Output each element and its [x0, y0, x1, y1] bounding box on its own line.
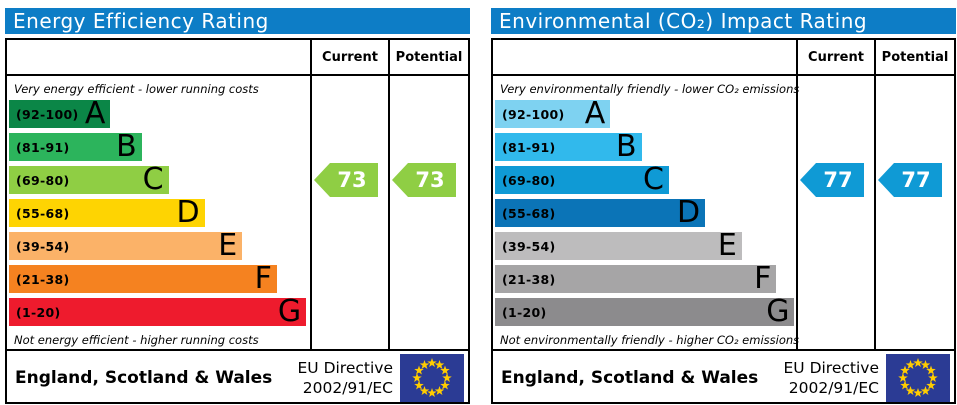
potential-rating-value: 73: [415, 168, 445, 192]
band-row-d: (55-68) D: [9, 195, 205, 230]
band-row-e: (39-54) E: [495, 228, 742, 263]
band-range-label: (69-80): [16, 172, 70, 188]
band-row-g: (1-20) G: [9, 294, 307, 329]
band-letter: B: [615, 129, 637, 164]
current-rating-arrow: 77: [800, 163, 864, 197]
region-label: England, Scotland & Wales: [15, 368, 273, 388]
band-row-b: (81-91) B: [495, 129, 642, 164]
potential-rating-arrow: 77: [878, 163, 942, 197]
current-rating-value: 73: [337, 168, 367, 192]
table-footer: England, Scotland & Wales EU Directive 2…: [493, 349, 954, 405]
band-row-c: (69-80) C: [9, 162, 169, 197]
eu-directive-line2: 2002/91/EC: [788, 379, 879, 397]
band-range-label: (81-91): [16, 139, 70, 155]
panel-title: Energy Efficiency Rating: [5, 8, 470, 34]
region-label: England, Scotland & Wales: [501, 368, 759, 388]
band-letter: F: [254, 261, 272, 296]
current-column-header: Current: [798, 40, 876, 74]
band-row-g: (1-20) G: [495, 294, 795, 329]
current-value-cell: 77: [798, 76, 876, 349]
band-range-label: (39-54): [502, 238, 556, 254]
potential-rating-arrow: 73: [392, 163, 456, 197]
eu-flag-icon: [400, 354, 464, 402]
eu-flag-icon: [886, 354, 950, 402]
potential-value-cell: 73: [390, 76, 468, 349]
band-row-f: (21-38) F: [9, 261, 277, 296]
current-rating-arrow: 73: [314, 163, 378, 197]
band-row-c: (69-80) C: [495, 162, 669, 197]
current-rating-value: 77: [823, 168, 853, 192]
band-range-label: (21-38): [16, 271, 70, 287]
top-note: Very environmentally friendly - lower CO…: [500, 82, 800, 96]
eu-directive-text: EU Directive 2002/91/EC: [298, 358, 394, 398]
band-row-b: (81-91) B: [9, 129, 142, 164]
band-range-label: (69-80): [502, 172, 556, 188]
rating-body: Very energy efficient - lower running co…: [7, 76, 468, 349]
top-note: Very energy efficient - lower running co…: [14, 82, 259, 96]
current-value-cell: 73: [312, 76, 390, 349]
eu-directive-text: EU Directive 2002/91/EC: [784, 358, 880, 398]
band-letter: E: [717, 228, 737, 263]
band-range-label: (55-68): [16, 205, 70, 221]
band-letter: E: [218, 228, 238, 263]
band-letter: F: [754, 261, 772, 296]
band-list: (92-100) A (81-91) B (69-80) C: [495, 96, 796, 331]
band-letter: A: [584, 96, 606, 131]
band-list: (92-100) A (81-91) B (69-80) C: [9, 96, 310, 331]
eu-directive-line1: EU Directive: [783, 359, 880, 377]
band-scale: Very energy efficient - lower running co…: [7, 76, 312, 349]
band-letter: G: [766, 294, 790, 329]
band-letter: G: [277, 294, 302, 329]
header-spacer-cell: [493, 40, 798, 74]
potential-column-header: Potential: [395, 49, 463, 65]
band-letter: C: [142, 162, 164, 197]
eu-directive-line2: 2002/91/EC: [302, 379, 393, 397]
band-scale: Very environmentally friendly - lower CO…: [493, 76, 800, 349]
bottom-note: Not energy efficient - higher running co…: [14, 333, 259, 347]
band-range-label: (21-38): [502, 271, 556, 287]
eu-directive-line1: EU Directive: [297, 359, 394, 377]
band-letter: C: [643, 162, 664, 197]
co2-rating-panel: Environmental (CO₂) Impact Rating Curren…: [491, 8, 956, 404]
band-range-label: (1-20): [502, 304, 547, 320]
energy-rating-panel: Energy Efficiency Rating Current Potenti…: [5, 8, 470, 404]
band-range-label: (81-91): [502, 139, 556, 155]
rating-table: Current Potential Very environmentally f…: [491, 38, 956, 404]
band-row-d: (55-68) D: [495, 195, 706, 230]
band-letter: A: [84, 96, 106, 131]
band-row-a: (92-100) A: [495, 96, 611, 131]
potential-value-cell: 77: [876, 76, 954, 349]
band-letter: D: [176, 195, 200, 230]
table-header-row: Current Potential: [493, 40, 954, 76]
bottom-note: Not environmentally friendly - higher CO…: [500, 333, 800, 347]
panel-title: Environmental (CO₂) Impact Rating: [491, 8, 956, 34]
table-footer: England, Scotland & Wales EU Directive 2…: [7, 349, 468, 405]
potential-rating-value: 77: [901, 168, 931, 192]
band-range-label: (1-20): [16, 304, 61, 320]
rating-body: Very environmentally friendly - lower CO…: [493, 76, 954, 349]
band-range-label: (39-54): [16, 238, 70, 254]
band-row-a: (92-100) A: [9, 96, 111, 131]
table-header-row: Current Potential: [7, 40, 468, 76]
rating-table: Current Potential Very energy efficient …: [5, 38, 470, 404]
band-range-label: (55-68): [502, 205, 556, 221]
band-row-e: (39-54) E: [9, 228, 243, 263]
current-column-header: Current: [312, 40, 390, 74]
potential-column-header: Potential: [881, 49, 949, 65]
band-row-f: (21-38) F: [495, 261, 777, 296]
band-range-label: (92-100): [502, 106, 565, 122]
band-letter: B: [116, 129, 137, 164]
header-spacer-cell: [7, 40, 312, 74]
band-range-label: (92-100): [16, 106, 79, 122]
band-letter: D: [676, 195, 701, 230]
